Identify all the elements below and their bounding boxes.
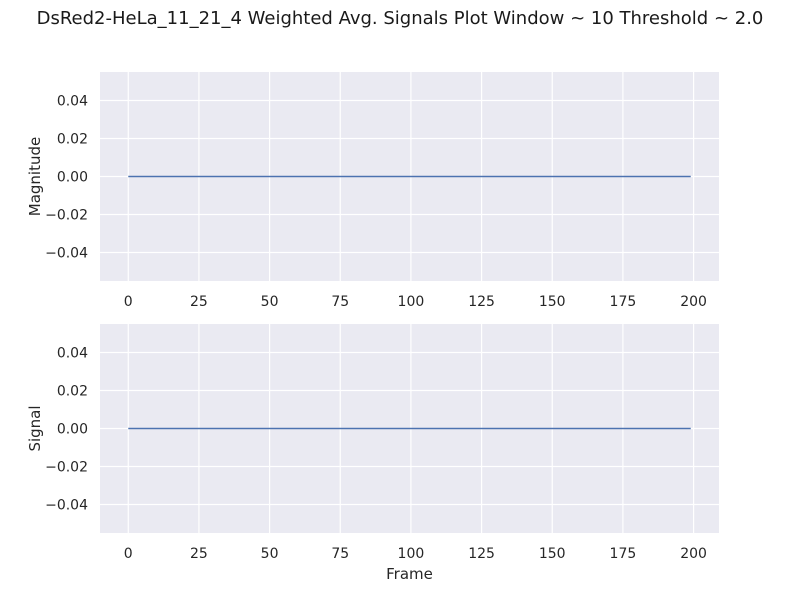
y-tick-label: 0.00: [57, 170, 88, 186]
x-tick-label: 25: [190, 294, 208, 310]
y-tick-label: 0.02: [57, 384, 88, 400]
x-tick-label: 125: [468, 294, 495, 310]
x-tick-label: 175: [610, 546, 637, 562]
y-tick-label: −0.02: [45, 460, 88, 476]
x-tick-label: 125: [468, 546, 495, 562]
subplot-signal: 0 25 50 75 100 125 150 175 200 −0.04 −0.02 0.00 0.02…: [26, 324, 719, 583]
x-tick-label: 0: [124, 294, 133, 310]
x-tick-label: 0: [124, 546, 133, 562]
y-tick-label: 0.04: [57, 346, 88, 362]
x-tick-label: 175: [610, 294, 637, 310]
subplot-magnitude: 0 25 50 75 100 125 150 175 200 −0.04 −0.02 0.00 0.02…: [26, 72, 719, 310]
y-tick-label: −0.02: [45, 208, 88, 224]
x-tick-label: 50: [261, 546, 279, 562]
x-tick-label: 200: [680, 294, 707, 310]
y-tick-label: 0.02: [57, 132, 88, 148]
x-tick-label: 100: [398, 294, 425, 310]
y-axis-label: Magnitude: [26, 137, 44, 216]
y-axis-label: Signal: [26, 405, 44, 451]
x-tick-label: 100: [398, 546, 425, 562]
x-tick-label: 150: [539, 294, 566, 310]
x-axis-label: Frame: [386, 565, 433, 583]
x-tick-label: 150: [539, 546, 566, 562]
figure-title: DsRed2-HeLa_11_21_4 Weighted Avg. Signal…: [36, 8, 764, 29]
x-tick-label: 25: [190, 546, 208, 562]
y-tick-label: 0.04: [57, 94, 88, 110]
y-tick-label: −0.04: [45, 498, 88, 514]
x-tick-label: 50: [261, 294, 279, 310]
y-tick-label: −0.04: [45, 246, 88, 262]
x-tick-label: 200: [680, 546, 707, 562]
x-tick-label: 75: [331, 546, 349, 562]
y-tick-label: 0.00: [57, 422, 88, 438]
x-tick-label: 75: [331, 294, 349, 310]
